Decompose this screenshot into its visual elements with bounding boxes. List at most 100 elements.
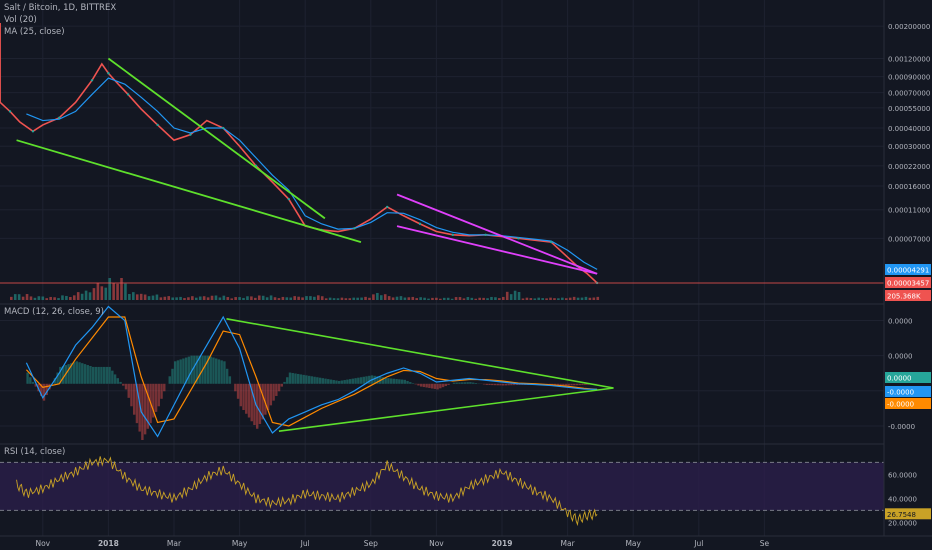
volume-bar [124, 283, 127, 300]
time-axis[interactable]: Nov 2018 Mar May Jul Sep Nov 2019 Mar May Jul Se [35, 539, 769, 548]
macd-hist-bar [488, 383, 491, 386]
macd-hist-bar [138, 383, 141, 432]
price-trendline [107, 57, 326, 220]
macd-hist-bar [83, 364, 87, 384]
price-trendlines[interactable] [16, 57, 598, 275]
macd-hist-bar [135, 383, 139, 424]
macd-pane[interactable] [25, 305, 614, 440]
macd-hist-bar [310, 376, 314, 384]
price-tick-label: 0.00007000 [888, 235, 930, 243]
price-pane[interactable] [0, 23, 884, 300]
volume-bar [206, 297, 210, 300]
macd-hist-bar [327, 379, 330, 384]
macd-hist-bar [381, 377, 385, 384]
price-point [484, 233, 487, 237]
volume-bar [403, 297, 407, 300]
macd-hist-bar [512, 383, 516, 386]
price-point [126, 93, 130, 96]
volume-bar [254, 297, 257, 300]
macd-hist-bar [365, 376, 368, 384]
macd-hist-bar [53, 378, 57, 384]
macd-hist-bar [409, 382, 412, 384]
volume-bar [135, 294, 139, 300]
macd-line-badge: -0.0000 [887, 389, 914, 397]
price-tick-label: 0.00070000 [888, 90, 930, 98]
volume-bar [486, 298, 489, 300]
volume-bar [372, 294, 375, 300]
volume-bar [592, 297, 596, 300]
last-price-badge-bg [885, 277, 931, 288]
macd-hist-bar [515, 383, 519, 386]
macd-hist-bar [340, 380, 344, 384]
volume-bar [230, 298, 234, 300]
volume-bar [584, 296, 588, 300]
time-tick-label: Nov [429, 539, 444, 548]
volume-bar [238, 297, 241, 300]
symbol-legend[interactable]: Salt / Bitcoin, 1D, BITTREX [4, 3, 117, 13]
time-tick-label: May [625, 539, 641, 548]
volume-bar [482, 297, 485, 300]
macd-line-badge-bg [885, 386, 931, 397]
price-tick-label: 0.00040000 [888, 125, 930, 133]
volume-bar [163, 296, 167, 300]
ma-legend[interactable]: MA (25, close) [4, 27, 65, 37]
macd-hist-bar [26, 372, 29, 384]
macd-hist-bar [204, 355, 207, 384]
macd-hist-bar [261, 383, 264, 420]
macd-hist-bar [190, 355, 193, 384]
volume-bar [356, 297, 359, 300]
macd-legend: MACD (12, 26, close, 9) [4, 306, 104, 318]
volume-bar [76, 292, 80, 300]
macd-hist-bar [575, 383, 579, 386]
macd-hist-bar [392, 378, 396, 384]
volume-bar [293, 296, 296, 300]
volume-bar [576, 297, 580, 300]
volume-bar [281, 296, 285, 300]
volume-bar [226, 297, 230, 300]
macd-hist-bar [264, 383, 267, 415]
volume-bar [132, 292, 135, 300]
volume-bar [285, 297, 289, 300]
volume-bar [474, 298, 478, 300]
volume-bar [202, 296, 206, 300]
macd-trendlines[interactable] [226, 317, 614, 433]
macd-hist-bar [280, 383, 283, 387]
macd-hist-bar [307, 375, 311, 384]
rsi-line [16, 456, 598, 527]
macd-hist-bar [567, 383, 570, 386]
macd-line [25, 305, 598, 438]
volume-bar [517, 292, 521, 300]
volume-bar [183, 298, 186, 300]
volume-bar [344, 298, 348, 300]
grid [0, 0, 884, 536]
rsi-badge-bg [885, 508, 931, 520]
time-tick-label: 2018 [98, 539, 119, 548]
volume-bar [454, 297, 458, 300]
macd-hist-bar [113, 374, 117, 384]
volume-bar [155, 294, 159, 300]
macd-hist-bar [272, 383, 275, 401]
volume-bar [470, 297, 474, 300]
volume-bar [340, 297, 344, 300]
volume-bar [214, 295, 218, 300]
macd-legend-label[interactable]: MACD (12, 26, close, 9) [4, 307, 104, 317]
macd-hist-bar [31, 381, 35, 384]
volume-bar [120, 278, 123, 300]
volume-bar [25, 294, 29, 300]
macd-hist-bar [228, 376, 232, 384]
macd-hist-bar [482, 383, 486, 385]
volume-bar [194, 297, 198, 300]
macd-hist-bar [491, 383, 494, 386]
price-badges: 0.00004291 0.00003457 205.368K 0.0000 -0.000… [885, 264, 931, 520]
macd-histogram [26, 355, 598, 440]
macd-hist-bar [329, 379, 333, 384]
rsi-pane[interactable] [0, 456, 884, 527]
macd-hist-bar [236, 383, 240, 399]
volume-legend[interactable]: Vol (20) [4, 15, 37, 25]
macd-hist-bar [414, 383, 417, 385]
price-trendline [396, 193, 598, 275]
rsi-legend-label[interactable]: RSI (14, close) [4, 447, 66, 457]
volume-bar [257, 295, 261, 300]
macd-hist-bar [100, 366, 103, 384]
